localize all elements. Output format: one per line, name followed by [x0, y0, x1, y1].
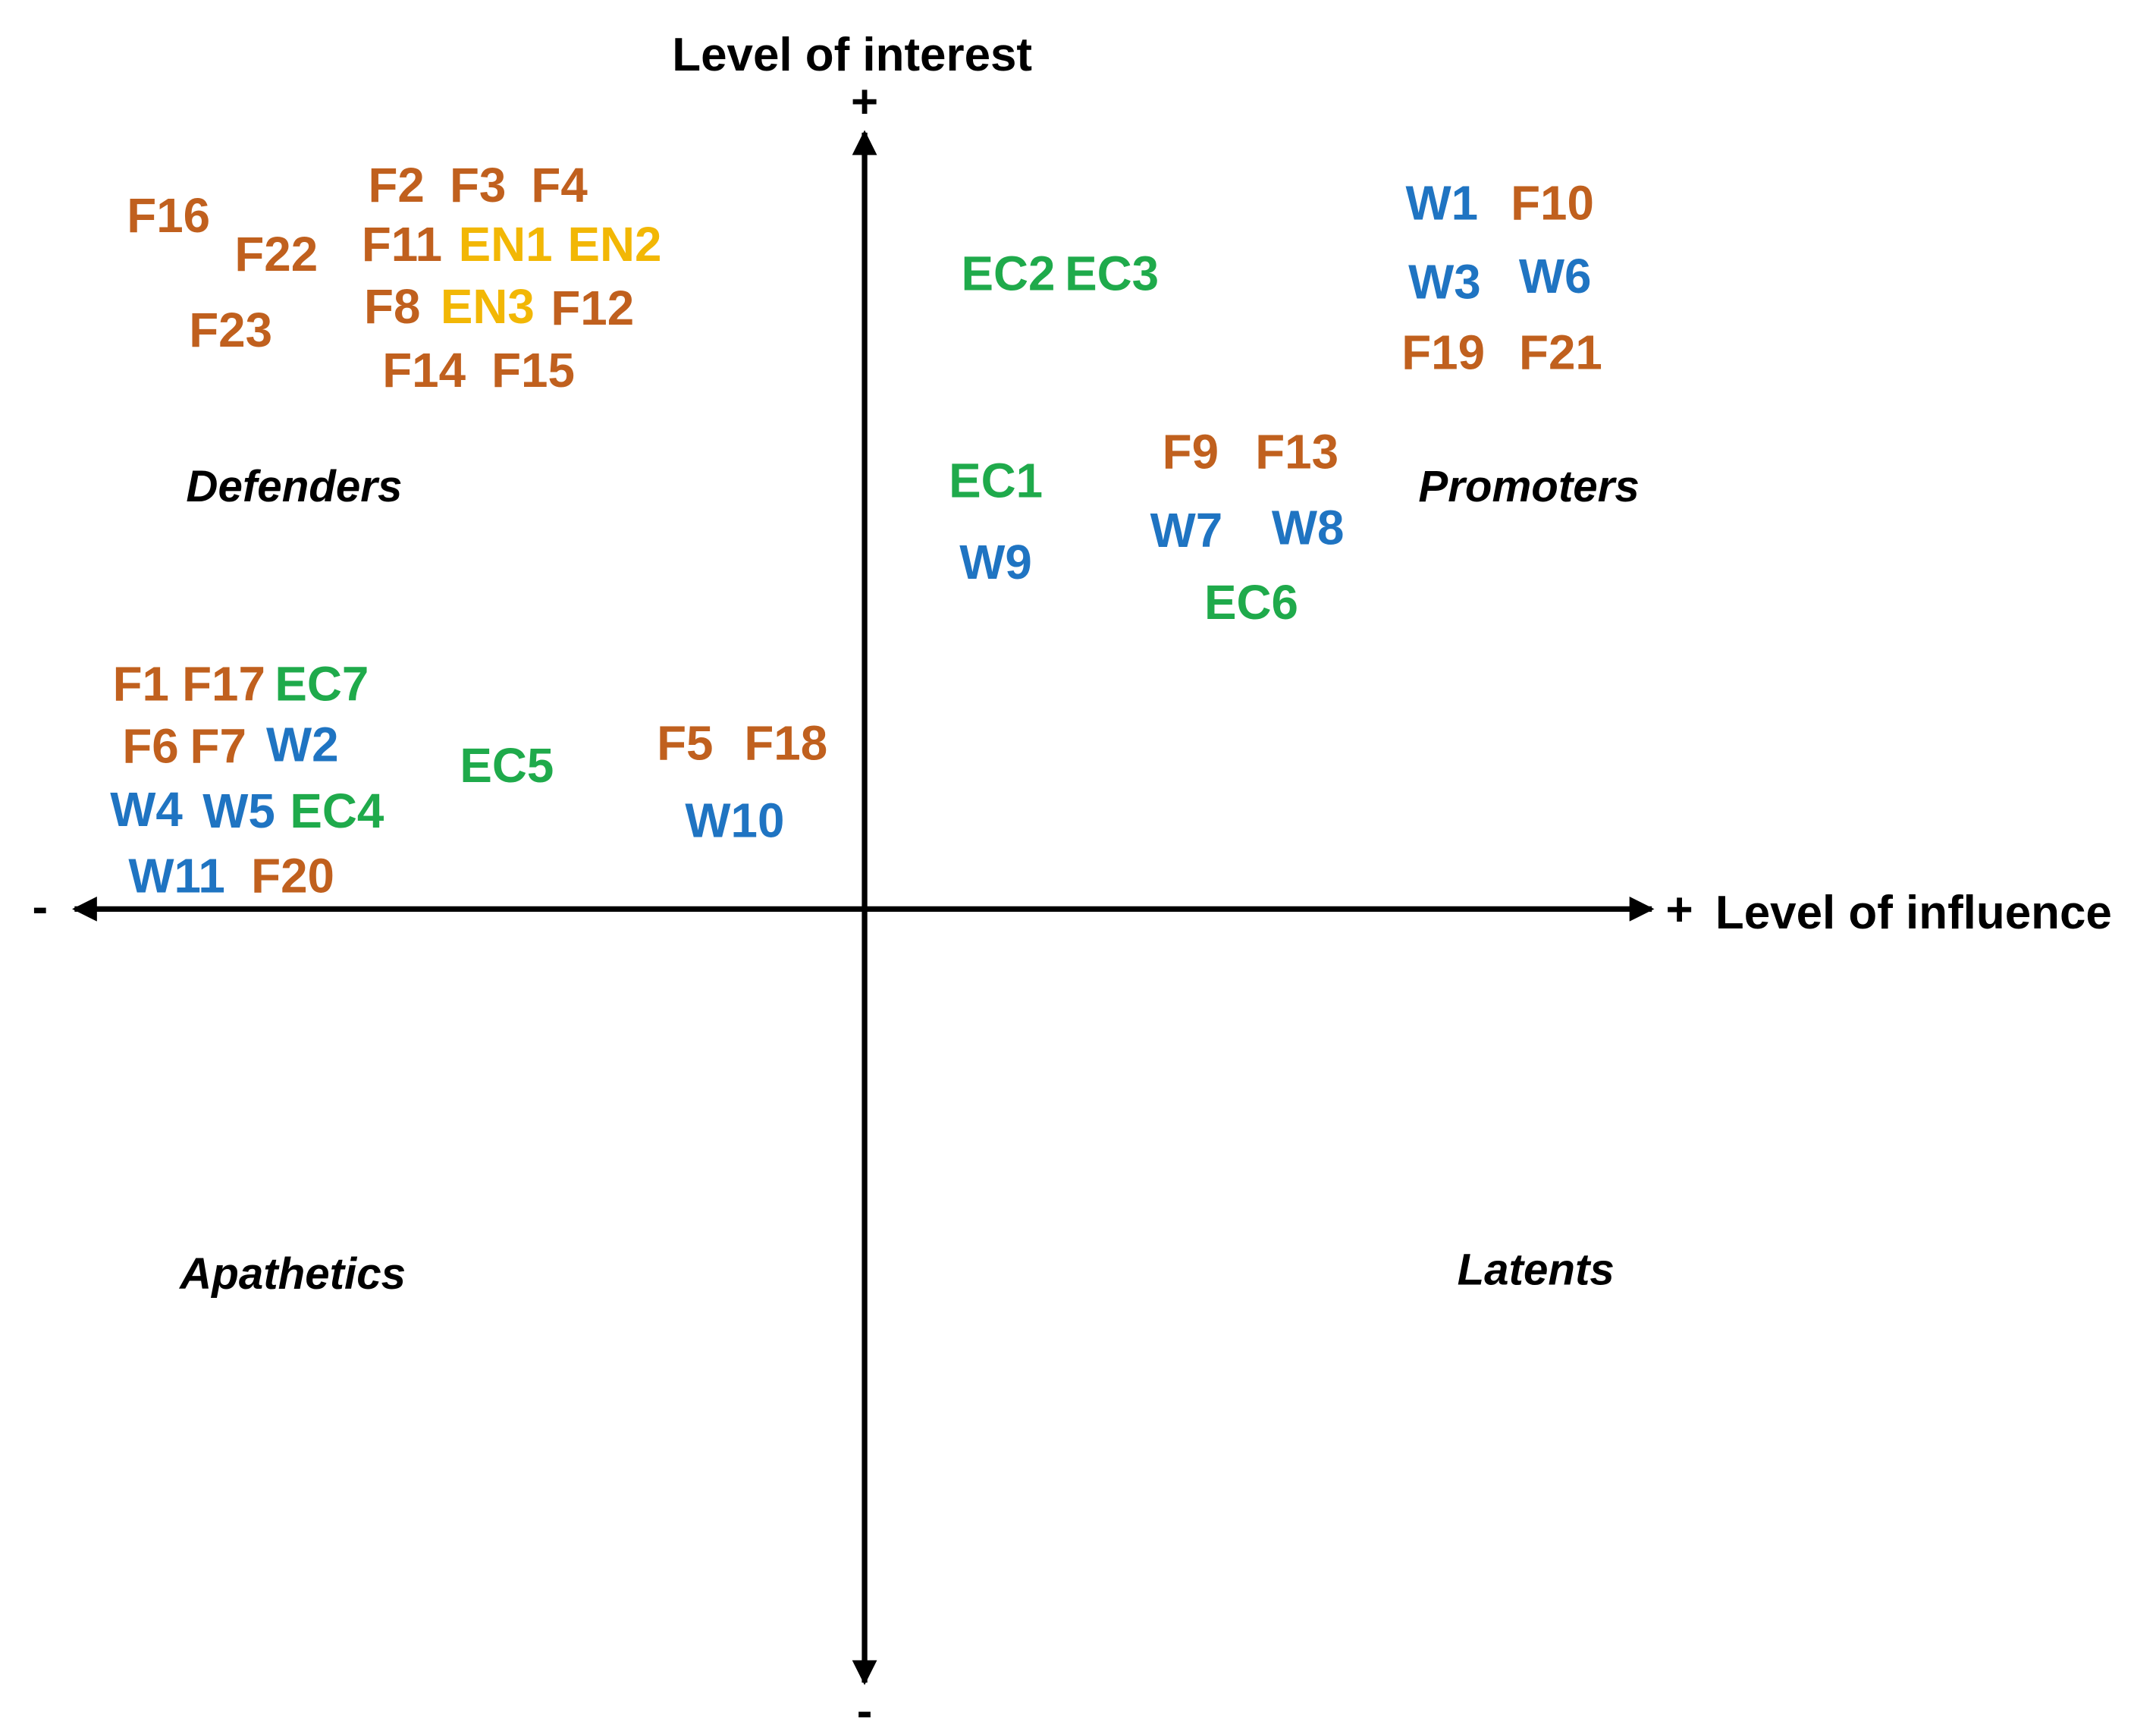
- stakeholder-label: EC5: [460, 738, 554, 793]
- stakeholder-label: F19: [1401, 325, 1485, 379]
- stakeholder-label: F20: [251, 848, 334, 903]
- stakeholder-label: F2: [368, 158, 424, 212]
- stakeholder-label: W7: [1150, 503, 1223, 558]
- quadrant-apathetics: Apathetics: [178, 1249, 406, 1299]
- stakeholder-label: F4: [531, 158, 588, 212]
- stakeholder-label: EC1: [949, 454, 1043, 508]
- stakeholder-label: EN1: [459, 217, 553, 272]
- stakeholder-label: F6: [122, 718, 178, 773]
- stakeholder-label: W3: [1408, 254, 1481, 309]
- stakeholder-label: F8: [364, 279, 420, 334]
- stakeholder-label: EC7: [275, 656, 369, 711]
- stakeholder-label: F21: [1519, 325, 1602, 379]
- x-axis-minus-sign: -: [33, 881, 49, 934]
- stakeholder-label: EN3: [441, 279, 535, 334]
- stakeholder-label: EC6: [1204, 575, 1298, 630]
- stakeholder-label: F1: [113, 656, 169, 711]
- stakeholder-label: F10: [1511, 176, 1594, 231]
- stakeholder-label: F18: [744, 716, 827, 771]
- stakeholder-label: W9: [959, 535, 1032, 589]
- stakeholder-labels: F16 F2 F3 F4 F22 F11 EN1 EN2 F23 F8 EN3 …: [110, 158, 1602, 903]
- y-axis-minus-sign: -: [857, 1685, 873, 1731]
- stakeholder-label: F22: [234, 227, 318, 281]
- stakeholder-label: W1: [1406, 176, 1479, 231]
- stakeholder-label: F23: [189, 303, 272, 357]
- stakeholder-label: F12: [551, 281, 634, 335]
- stakeholder-label: EC2: [961, 246, 1055, 300]
- stakeholder-label: W4: [110, 782, 183, 837]
- stakeholder-label: EC4: [290, 784, 384, 838]
- stakeholder-label: F5: [657, 716, 713, 771]
- stakeholder-label: W10: [685, 793, 784, 848]
- stakeholder-label: W5: [202, 784, 275, 838]
- stakeholder-label: F7: [190, 718, 246, 773]
- stakeholder-label: W6: [1519, 249, 1592, 303]
- stakeholder-label: F11: [362, 217, 442, 272]
- stakeholder-label: F14: [382, 343, 466, 397]
- x-axis-plus-sign: +: [1666, 884, 1693, 936]
- stakeholder-label: F13: [1255, 424, 1338, 479]
- stakeholder-label: EN2: [567, 217, 661, 272]
- y-axis-title: Level of interest: [672, 29, 1032, 81]
- stakeholder-label: F9: [1163, 424, 1219, 479]
- stakeholder-label: F15: [491, 343, 575, 397]
- stakeholder-label: F17: [182, 656, 265, 711]
- x-axis-title: Level of influence: [1715, 887, 2112, 939]
- stakeholder-label: W8: [1272, 501, 1345, 555]
- stakeholder-label: EC3: [1065, 246, 1159, 300]
- stakeholder-label: F3: [450, 158, 506, 212]
- quadrant-defenders: Defenders: [186, 462, 402, 511]
- stakeholder-label: W2: [266, 717, 339, 771]
- y-axis-plus-sign: +: [851, 76, 878, 128]
- stakeholder-label: F16: [127, 188, 210, 243]
- stakeholder-label: W11: [128, 848, 225, 903]
- quadrant-promoters: Promoters: [1418, 462, 1639, 511]
- quadrant-latents: Latents: [1458, 1246, 1615, 1295]
